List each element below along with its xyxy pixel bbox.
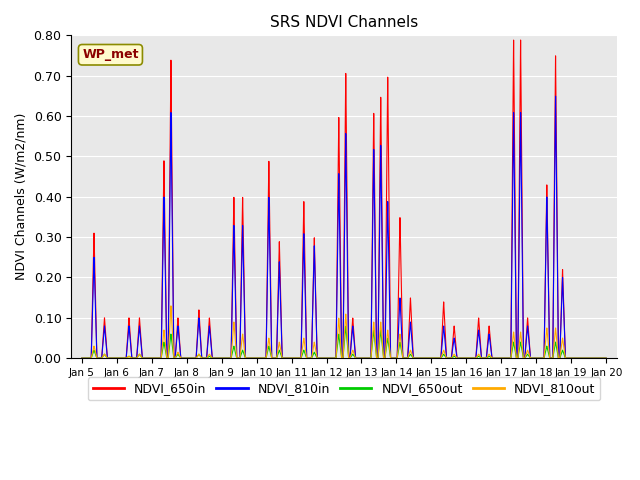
Text: WP_met: WP_met bbox=[82, 48, 139, 61]
Y-axis label: NDVI Channels (W/m2/nm): NDVI Channels (W/m2/nm) bbox=[15, 113, 28, 280]
Title: SRS NDVI Channels: SRS NDVI Channels bbox=[270, 15, 418, 30]
Legend: NDVI_650in, NDVI_810in, NDVI_650out, NDVI_810out: NDVI_650in, NDVI_810in, NDVI_650out, NDV… bbox=[88, 377, 600, 400]
